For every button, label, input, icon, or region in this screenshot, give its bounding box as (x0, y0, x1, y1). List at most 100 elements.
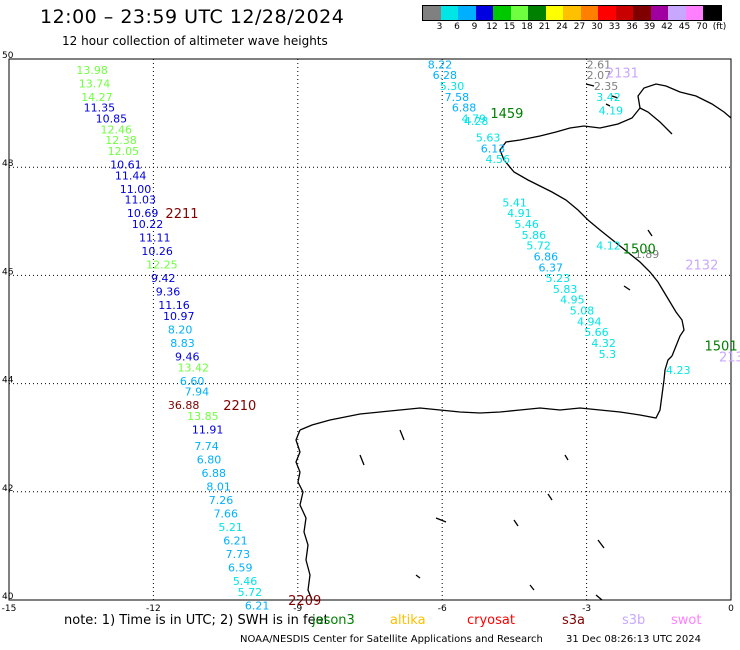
wave-height-label: 8.20 (168, 324, 193, 337)
legend-swatch (528, 6, 546, 20)
satellite-jason3: jason3 (312, 613, 355, 628)
legend-swatch (563, 6, 581, 20)
legend-swatch (510, 6, 528, 20)
wave-height-label: 7.74 (194, 440, 219, 453)
wave-height-label: 10.61 (110, 158, 142, 171)
wave-height-label: 4.32 (591, 337, 616, 350)
wave-height-label: 10.26 (141, 245, 173, 258)
x-tick-label: -6 (438, 604, 447, 614)
x-tick-label: -15 (2, 604, 17, 614)
legend-swatch (580, 6, 598, 20)
footer-note: note: 1) Time is in UTC; 2) SWH is in fe… (64, 613, 329, 628)
wave-height-label: 4.56 (486, 153, 511, 166)
wave-height-label: 10.69 (127, 207, 159, 220)
wave-height-label: 36.88 (168, 399, 200, 412)
legend-label: 70 (696, 22, 708, 32)
satellite-s3b: s3b (622, 613, 646, 628)
pass-time-label: 2211 (165, 207, 198, 222)
wave-height-label: 6.88 (452, 102, 477, 115)
wave-height-label: 2.35 (594, 80, 619, 93)
map-title: 12:00 – 23:59 UTC 12/28/2024 (40, 6, 345, 28)
wave-height-label: 7.58 (445, 91, 470, 104)
wave-height-label: 4.79 (461, 113, 486, 126)
legend-swatch (633, 6, 651, 20)
wave-height-label: 11.11 (139, 232, 171, 245)
legend-color-bar (422, 5, 722, 21)
x-tick-label: -3 (582, 604, 591, 614)
wave-height-label: 12.38 (105, 134, 136, 147)
wave-height-label: 5.86 (522, 229, 547, 242)
wave-height-label: 9.42 (151, 272, 176, 285)
wave-height-label: 12.05 (108, 145, 140, 158)
legend-swatch (545, 6, 563, 20)
legend-swatch (615, 6, 633, 20)
wave-height-label: 5.66 (584, 326, 609, 339)
wave-height-label: 11.35 (84, 102, 116, 115)
wave-height-label: 8.83 (170, 337, 195, 350)
wave-height-label: 6.37 (538, 261, 563, 274)
legend-label: 3 (436, 22, 443, 32)
x-tick-label: -12 (146, 604, 161, 614)
wave-height-label: 14.27 (81, 91, 113, 104)
wave-height-label: 5.21 (218, 521, 243, 534)
wave-height-label: 7.66 (214, 507, 239, 520)
wave-height-label: 6.21 (223, 534, 248, 547)
legend-label: 12 (486, 22, 498, 32)
y-tick-label: 48 (2, 159, 14, 169)
legend-swatch (703, 6, 721, 20)
pass-time-label: 2210 (223, 399, 256, 414)
axis-labels: -15 -12 -9 -6 -3 0 50 48 46 44 42 40 (2, 51, 734, 614)
wave-height-label: 11.91 (192, 424, 224, 437)
coastline (295, 83, 732, 601)
legend-swatch (493, 6, 511, 20)
pass-time-label: 1459 (490, 107, 523, 122)
wave-height-label: 6.13 (481, 142, 506, 155)
y-tick-label: 46 (2, 267, 14, 277)
wave-height-label: 5.63 (476, 131, 501, 144)
wave-height-label: 5.3 (599, 348, 617, 361)
generation-timestamp: 31 Dec 08:26:13 UTC 2024 (566, 634, 701, 645)
wave-height-label: 7.73 (226, 548, 251, 561)
wave-height-label: 4.94 (577, 315, 602, 328)
wave-height-label: 10.22 (132, 218, 164, 231)
legend-label: 30 (591, 22, 603, 32)
wave-height-label: 8.22 (428, 58, 453, 71)
wave-height-label: 5.23 (546, 272, 571, 285)
wave-height-label: 9.36 (156, 286, 181, 299)
satellite-cryosat: cryosat (467, 613, 515, 628)
wave-height-label: 2.61 (587, 58, 612, 71)
map-frame (8, 58, 732, 601)
wave-height-label: 7.26 (209, 494, 234, 507)
wave-height-label: 5.46 (233, 575, 258, 588)
legend-label: 24 (556, 22, 568, 32)
track-value-labels: 13.9813.7414.2711.3510.8512.4612.3812.05… (76, 58, 690, 612)
legend-unit: (ft) (712, 22, 727, 32)
legend-label: 27 (573, 22, 586, 32)
legend-label: 15 (503, 22, 516, 32)
wave-height-label: 5.46 (514, 218, 539, 231)
wave-height-label: 13.74 (79, 77, 111, 90)
legend-label: 36 (626, 22, 638, 32)
wave-height-label: 7.94 (185, 386, 210, 399)
satellite-s3a: s3a (562, 613, 586, 628)
wave-height-label: 4.95 (560, 294, 585, 307)
wave-height-label: 9.46 (175, 351, 200, 364)
satellite-altika: altika (390, 613, 426, 628)
wave-height-label: 4.28 (464, 115, 489, 128)
legend-label: 42 (661, 22, 673, 32)
wave-height-label: 13.42 (177, 361, 209, 374)
satellite-swot: swot (671, 613, 702, 628)
legend-labels: 3 6 9 12 15 18 21 24 27 30 33 36 39 42 45 70 (ft) (422, 21, 727, 35)
pass-time-label: 2131 (606, 67, 639, 82)
legend-label: 18 (521, 22, 533, 32)
wave-height-label: 2.07 (587, 69, 612, 82)
wave-height-label: 10.85 (96, 113, 128, 126)
wave-height-label: 11.44 (115, 169, 147, 182)
pass-time-label: 1500 (623, 242, 656, 257)
pass-time-label: 1501 (705, 340, 738, 355)
wave-height-label: 6.28 (433, 69, 458, 82)
wave-height-label: 1.89 (635, 248, 660, 261)
wave-height-label: 5.72 (238, 586, 263, 599)
legend-label: 21 (538, 22, 551, 32)
y-tick-label: 44 (2, 376, 14, 386)
